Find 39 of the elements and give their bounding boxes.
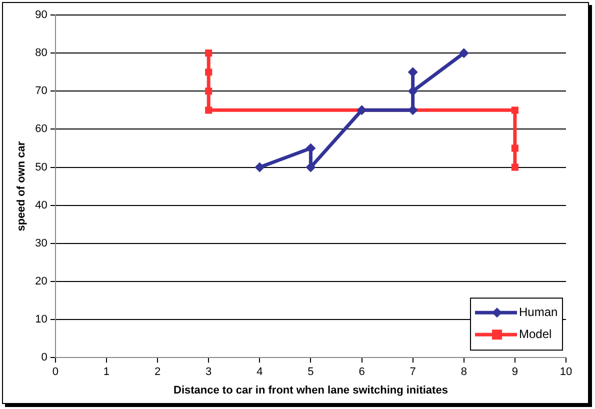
point [511,106,518,114]
y-tick-label: 50 [35,161,48,174]
x-tick-label: 0 [52,366,58,378]
x-tick-label: 10 [560,366,572,378]
point [408,105,418,116]
x-tick-label: 4 [256,366,263,378]
x-tick-label: 7 [410,366,416,378]
point [254,162,265,172]
point [205,106,212,114]
x-tick-label: 1 [103,366,110,378]
x-tick-label: 9 [512,366,518,378]
legend-label: Human [519,304,558,319]
x-tick-label: 5 [308,366,314,378]
y-tick-label: 60 [35,123,48,136]
y-axis-title: speed of own car [16,140,28,232]
point [408,86,418,96]
point [408,67,418,78]
y-tick-label: 20 [35,276,48,288]
point [511,164,518,171]
x-tick-label: 3 [206,366,212,378]
y-tick-label: 10 [35,314,48,326]
x-tick-label: 6 [358,366,365,378]
point [458,48,469,58]
point [205,68,212,76]
point [356,105,367,116]
x-axis-title: Distance to car in front when lane switching initiates [174,384,448,396]
y-tick-label: 80 [35,47,48,60]
point [511,144,518,152]
y-tick-label: 30 [35,237,48,250]
x-tick-label: 8 [460,366,467,378]
y-tick-label: 70 [35,85,48,98]
y-tick-label: 0 [41,352,48,364]
y-tick-label: 90 [35,9,48,22]
point [205,50,212,57]
x-tick-label: 2 [154,366,161,378]
legend-label: Model [519,326,552,341]
point [306,143,316,154]
point [205,88,212,95]
y-tick-label: 40 [35,199,48,212]
